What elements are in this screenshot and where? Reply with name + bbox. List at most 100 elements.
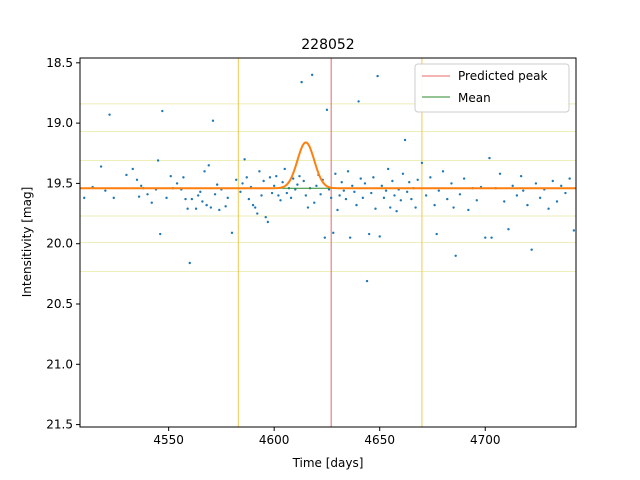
data-point-25 — [186, 207, 189, 210]
data-point-35 — [209, 206, 213, 209]
data-point-142 — [462, 177, 466, 180]
data-point-66 — [283, 167, 286, 171]
data-point-24 — [184, 197, 187, 201]
data-point-131 — [424, 194, 428, 197]
data-point-21 — [175, 182, 179, 185]
data-point-137 — [446, 197, 449, 201]
data-point-4 — [108, 113, 111, 116]
data-point-6 — [125, 173, 128, 177]
data-point-161 — [538, 196, 542, 200]
data-point-67 — [285, 191, 289, 195]
data-point-113 — [382, 196, 386, 200]
data-point-87 — [327, 188, 331, 191]
y-tick-label-6: 21.5 — [46, 418, 73, 432]
data-point-54 — [258, 170, 261, 173]
data-point-15 — [156, 159, 160, 162]
data-point-141 — [458, 193, 462, 196]
data-point-28 — [194, 207, 198, 210]
data-point-44 — [234, 178, 238, 181]
data-point-70 — [291, 177, 295, 180]
y-axis-ticks: 18.5 19.0 19.5 20.0 20.5 21.0 21.5 — [46, 56, 80, 432]
data-point-53 — [256, 212, 259, 215]
model-curve — [80, 141, 576, 190]
data-point-3 — [104, 189, 107, 192]
data-point-135 — [437, 189, 441, 192]
data-point-112 — [380, 184, 384, 188]
data-point-109 — [374, 207, 377, 210]
data-point-92 — [338, 194, 341, 197]
data-point-116 — [389, 206, 392, 209]
data-point-152 — [503, 200, 506, 203]
data-point-38 — [215, 183, 219, 186]
data-point-27 — [190, 197, 194, 201]
data-point-0 — [83, 196, 86, 200]
vertical-lines — [237, 58, 423, 427]
data-point-65 — [281, 181, 284, 184]
y-tick-label-4: 20.5 — [46, 297, 73, 311]
data-point-122 — [401, 172, 405, 175]
data-point-158 — [526, 203, 529, 207]
data-point-128 — [414, 206, 417, 209]
data-point-140 — [454, 254, 457, 257]
x-tick-label-2: 4650 — [364, 433, 395, 447]
data-point-74 — [300, 80, 303, 84]
data-point-159 — [530, 248, 533, 251]
data-point-154 — [511, 184, 514, 188]
data-point-41 — [224, 205, 227, 208]
legend-box — [414, 63, 570, 113]
x-tick-label-1: 4600 — [259, 433, 290, 447]
data-point-18 — [165, 196, 168, 200]
data-point-129 — [416, 178, 419, 181]
data-point-55 — [260, 194, 263, 197]
data-point-145 — [475, 199, 478, 202]
data-point-91 — [336, 208, 339, 212]
data-point-34 — [207, 164, 210, 167]
data-point-125 — [408, 181, 411, 184]
data-point-7 — [131, 167, 134, 171]
data-point-105 — [365, 279, 369, 283]
data-point-85 — [323, 236, 327, 239]
legend-label-predicted-peak: Predicted peak — [458, 69, 548, 83]
data-point-37 — [213, 193, 217, 196]
band-lines — [80, 103, 576, 272]
data-point-148 — [488, 156, 491, 160]
data-point-133 — [433, 203, 436, 207]
data-point-94 — [342, 189, 346, 192]
data-point-75 — [302, 179, 305, 183]
data-point-90 — [334, 172, 337, 175]
y-axis-label: Intensitivity [mag] — [20, 187, 34, 298]
data-point-10 — [140, 184, 143, 188]
data-point-19 — [169, 174, 172, 178]
data-point-132 — [429, 176, 432, 179]
data-point-130 — [420, 161, 424, 165]
data-point-118 — [393, 194, 396, 197]
data-point-100 — [355, 203, 358, 207]
data-point-149 — [490, 236, 493, 239]
x-tick-label-0: 4550 — [153, 433, 184, 447]
data-point-124 — [405, 190, 409, 194]
data-point-60 — [270, 191, 274, 195]
data-point-58 — [266, 220, 270, 224]
data-point-30 — [199, 190, 202, 194]
y-tick-label-2: 19.5 — [46, 176, 73, 190]
data-point-12 — [146, 193, 149, 196]
data-point-97 — [348, 236, 352, 239]
data-point-123 — [403, 138, 407, 142]
data-point-153 — [507, 228, 510, 231]
data-point-111 — [378, 235, 381, 238]
data-point-56 — [262, 179, 265, 183]
data-point-138 — [450, 182, 453, 185]
x-axis-label: Time [days] — [292, 456, 364, 470]
data-point-51 — [251, 203, 255, 207]
y-tick-label-1: 19.0 — [46, 116, 73, 130]
legend-label-mean: Mean — [458, 91, 491, 105]
data-point-88 — [329, 196, 333, 200]
data-point-167 — [564, 191, 567, 195]
data-point-36 — [211, 119, 215, 122]
data-point-114 — [384, 189, 388, 192]
data-point-157 — [522, 189, 525, 192]
y-tick-label-0: 18.5 — [46, 56, 73, 70]
data-point-108 — [372, 176, 375, 179]
data-point-163 — [547, 207, 550, 210]
